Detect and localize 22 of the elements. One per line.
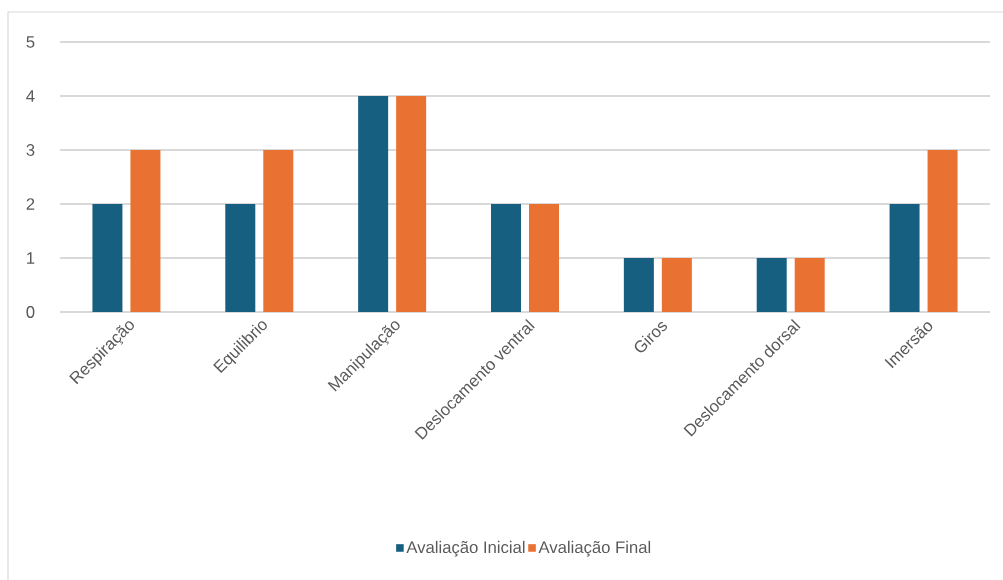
bar bbox=[92, 203, 123, 312]
bar bbox=[889, 203, 920, 312]
bar bbox=[358, 95, 389, 312]
bar bbox=[396, 95, 427, 312]
y-tick-label: 4 bbox=[26, 90, 35, 102]
bar bbox=[529, 203, 559, 312]
bar bbox=[130, 149, 161, 312]
bar bbox=[756, 257, 787, 312]
y-tick-label: 2 bbox=[26, 198, 35, 210]
bar bbox=[927, 149, 958, 312]
bar bbox=[225, 203, 256, 312]
bar bbox=[491, 203, 521, 312]
bar bbox=[794, 257, 825, 312]
bar bbox=[661, 257, 692, 312]
bar bbox=[263, 149, 294, 312]
y-tick-label: 1 bbox=[27, 252, 35, 264]
bar bbox=[623, 257, 654, 312]
y-tick-label: 5 bbox=[26, 36, 35, 48]
legend-label: Avaliação Inicial bbox=[406, 540, 525, 557]
legend-label: Avaliação Final bbox=[538, 540, 651, 557]
y-tick-label: 3 bbox=[26, 144, 35, 156]
y-tick-label: 0 bbox=[26, 306, 35, 318]
